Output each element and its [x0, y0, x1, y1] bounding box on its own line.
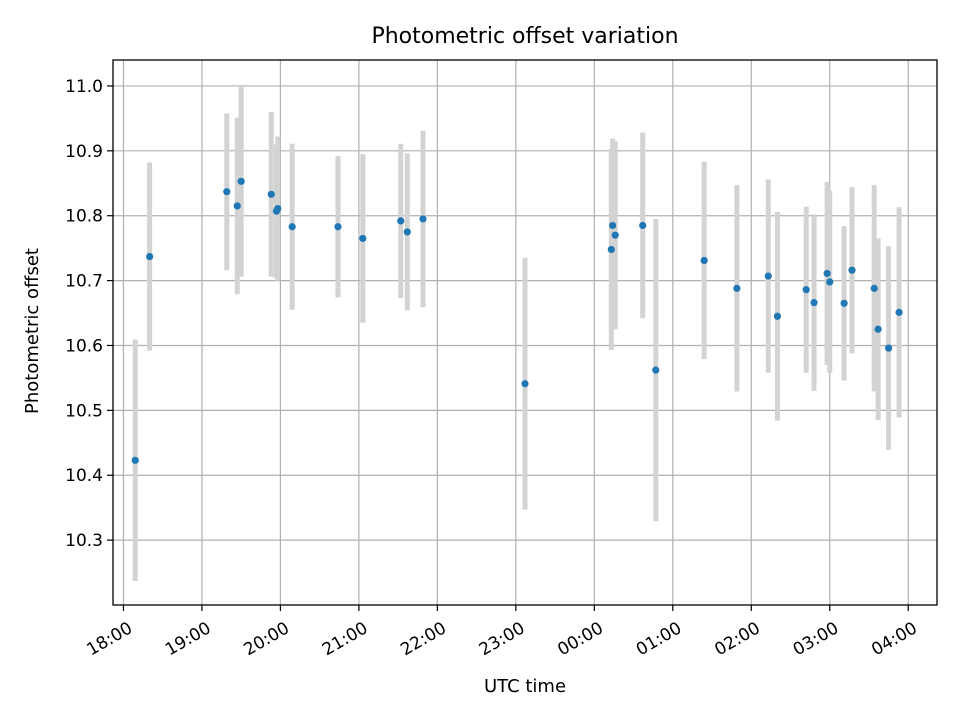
data-point	[764, 272, 772, 280]
y-tick-label: 11.0	[65, 77, 103, 97]
y-tick-label: 10.4	[65, 466, 103, 486]
data-point	[223, 188, 231, 196]
data-point	[403, 228, 411, 236]
y-axis-ticks: 10.3 10.4 10.5 10.6 10.7 10.8 10.9 11.0	[65, 77, 113, 551]
data-point	[885, 344, 893, 352]
y-tick-label: 10.8	[65, 207, 103, 227]
data-point	[870, 284, 878, 292]
data-point	[609, 221, 617, 230]
data-point	[146, 252, 154, 261]
plot-frame	[112, 59, 938, 606]
data-point	[274, 204, 282, 213]
data-point	[233, 202, 241, 210]
data-point	[334, 223, 342, 231]
data-point	[823, 269, 831, 278]
data-point	[810, 299, 818, 307]
y-tick-label: 10.7	[65, 272, 103, 292]
y-tick-label: 10.5	[65, 401, 103, 421]
data-point	[397, 217, 405, 225]
data-points	[131, 177, 903, 464]
data-point	[607, 245, 615, 254]
data-point	[521, 380, 529, 388]
y-tick-label: 10.3	[65, 531, 103, 551]
data-point	[773, 312, 782, 320]
chart-title: Photometric offset variation	[371, 24, 678, 49]
data-point	[874, 325, 882, 333]
y-tick-label: 10.9	[65, 142, 103, 162]
data-point	[826, 278, 834, 286]
data-point	[700, 256, 708, 265]
data-point	[359, 234, 367, 243]
data-point	[131, 456, 139, 464]
data-point	[267, 190, 275, 198]
y-tick-label: 10.6	[65, 336, 103, 356]
data-point	[419, 215, 427, 223]
y-axis-label: Photometric offset	[22, 248, 43, 414]
data-point	[733, 284, 741, 292]
data-point	[848, 266, 856, 274]
data-point	[237, 177, 245, 185]
data-point	[840, 299, 848, 307]
x-axis-label: UTC time	[484, 676, 566, 697]
data-point	[652, 366, 660, 374]
data-point	[895, 308, 903, 316]
data-point	[611, 231, 619, 239]
data-point	[639, 221, 647, 230]
data-point	[288, 223, 296, 231]
data-point	[802, 286, 810, 294]
